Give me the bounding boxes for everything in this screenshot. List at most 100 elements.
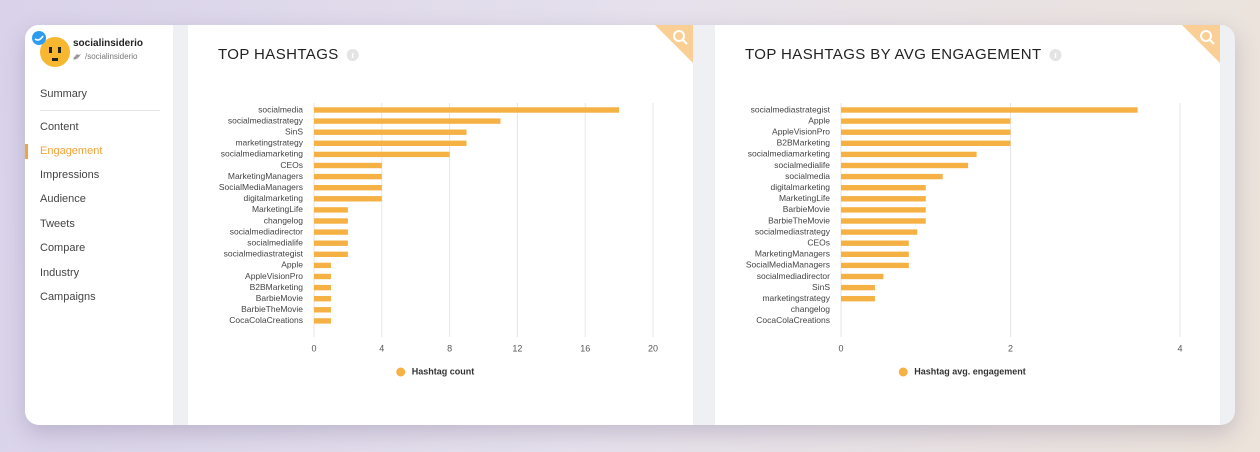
y-tick-label: Apple <box>808 115 830 125</box>
y-tick-label: marketingstrategy <box>235 138 303 148</box>
legend-marker <box>396 367 406 377</box>
bar <box>841 207 926 213</box>
chart-title: TOP HASHTAGS BY AVG ENGAGEMENT <box>745 46 1042 63</box>
account-handle: /socialinsiderio <box>85 52 138 61</box>
menu-item[interactable]: Content <box>40 121 79 133</box>
y-tick-label: BarbieTheMovie <box>241 304 303 314</box>
bar <box>314 240 348 246</box>
x-tick-label: 0 <box>838 343 843 353</box>
x-tick-label: 2 <box>1008 343 1013 353</box>
bar <box>314 196 382 202</box>
y-tick-label: B2BMarketing <box>250 282 304 292</box>
y-tick-label: digitalmarketing <box>770 182 830 192</box>
bar <box>841 273 884 280</box>
chart: TOP HASHTAGS BY AVG ENGAGEMENT 0 2 4 Hashtag… <box>745 25 1220 377</box>
bar <box>314 107 620 113</box>
bar <box>841 162 969 169</box>
search-icon <box>1200 30 1212 42</box>
twitter-icon <box>73 54 81 60</box>
search-icon <box>673 30 685 42</box>
bar <box>314 218 348 224</box>
chart-title: TOP HASHTAGS <box>218 46 339 63</box>
menu-item[interactable]: Audience <box>40 193 86 205</box>
y-tick-label: SocialMediaManagers <box>746 260 830 270</box>
legend-marker <box>898 367 908 377</box>
bar <box>841 173 943 180</box>
y-tick-label: BarbieMovie <box>256 293 304 303</box>
search-icon <box>1209 39 1215 45</box>
menu-item[interactable]: Campaigns <box>40 291 96 303</box>
y-tick-label: Apple <box>281 260 303 270</box>
menu-item[interactable]: Tweets <box>40 218 75 230</box>
bar <box>841 140 1011 146</box>
y-tick-label: CEOs <box>280 160 303 170</box>
y-tick-label: MarketingManagers <box>755 249 830 259</box>
x-tick-label: 8 <box>447 343 452 353</box>
y-tick-label: MarketingManagers <box>228 171 303 181</box>
bar <box>314 284 331 291</box>
bar <box>314 262 331 269</box>
y-tick-label: SocialMediaManagers <box>219 182 303 192</box>
bar <box>314 229 348 235</box>
bar <box>841 251 909 257</box>
y-tick-label: changelog <box>791 304 831 314</box>
chart-panel: TOP HASHTAGS 0 4 8 12 16 20 Hashtag count social… <box>188 25 693 425</box>
menu-item[interactable]: Engagement <box>40 145 103 157</box>
bar <box>841 118 1011 124</box>
menu-item[interactable]: Compare <box>40 242 86 254</box>
y-tick-label: socialmedialife <box>774 160 830 170</box>
y-tick-label: socialmedia <box>258 104 303 114</box>
bar <box>841 240 909 246</box>
bar <box>314 296 331 302</box>
x-tick-label: 20 <box>648 343 658 353</box>
y-tick-label: socialmediastrategist <box>224 249 304 259</box>
bar <box>314 185 382 191</box>
bar <box>314 118 501 124</box>
bar <box>841 218 926 224</box>
y-tick-label: SinS <box>285 126 303 136</box>
y-tick-label: changelog <box>264 215 304 225</box>
bar <box>314 318 331 324</box>
x-tick-label: 4 <box>1177 343 1182 353</box>
x-tick-label: 12 <box>512 343 522 353</box>
bar <box>314 173 382 180</box>
bar <box>314 151 450 158</box>
y-tick-label: CocaColaCreations <box>756 315 830 325</box>
divider <box>40 110 160 111</box>
y-tick-label: AppleVisionPro <box>245 271 303 281</box>
bar <box>314 273 331 280</box>
x-tick-label: 0 <box>311 343 316 353</box>
bar <box>841 284 875 291</box>
y-tick-label: socialmediastrategist <box>751 104 831 114</box>
y-tick-label: B2BMarketing <box>777 138 831 148</box>
y-tick-label: MarketingLife <box>252 204 303 214</box>
bar <box>841 196 926 202</box>
bar <box>841 296 875 302</box>
bar <box>841 107 1138 113</box>
bar <box>314 140 467 146</box>
y-tick-label: socialmediadirector <box>757 271 830 281</box>
legend-label: Hashtag count <box>412 366 475 376</box>
account-name: socialinsiderio <box>73 38 144 49</box>
x-tick-label: 16 <box>580 343 590 353</box>
bar <box>841 229 918 235</box>
bar <box>841 185 926 191</box>
y-tick-label: socialmedia <box>785 171 830 181</box>
y-tick-label: socialmediadirector <box>230 226 303 236</box>
chart: TOP HASHTAGS 0 4 8 12 16 20 Hashtag count social… <box>218 25 693 377</box>
bar <box>314 251 348 257</box>
bar <box>314 207 348 213</box>
menu-item[interactable]: Summary <box>40 88 88 100</box>
y-tick-label: socialmediamarketing <box>748 149 830 159</box>
avatar <box>32 31 70 67</box>
active-indicator <box>25 144 28 159</box>
corner-badge <box>655 25 693 63</box>
y-tick-label: socialmediastrategy <box>755 226 831 236</box>
x-tick-label: 4 <box>379 343 384 353</box>
bar <box>314 162 382 169</box>
menu-item[interactable]: Industry <box>40 267 80 279</box>
y-tick-label: AppleVisionPro <box>772 126 830 136</box>
search-icon <box>682 39 688 45</box>
menu-item[interactable]: Impressions <box>40 169 100 181</box>
